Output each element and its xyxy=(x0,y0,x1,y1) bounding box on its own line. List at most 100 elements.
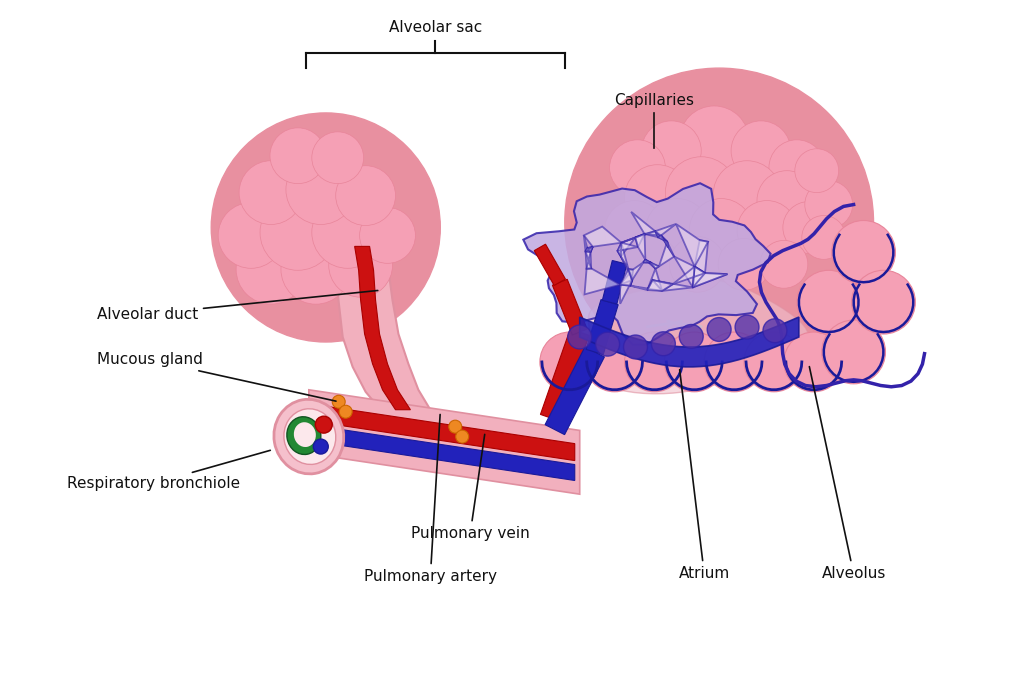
Circle shape xyxy=(831,220,895,284)
Circle shape xyxy=(237,235,306,304)
Polygon shape xyxy=(541,329,589,421)
Polygon shape xyxy=(655,231,668,242)
Circle shape xyxy=(260,194,336,270)
Circle shape xyxy=(718,239,770,291)
Polygon shape xyxy=(586,247,593,252)
Polygon shape xyxy=(311,404,574,460)
Polygon shape xyxy=(331,244,430,410)
Circle shape xyxy=(666,157,737,228)
Polygon shape xyxy=(662,235,674,256)
Circle shape xyxy=(565,68,873,377)
Polygon shape xyxy=(658,242,674,267)
Circle shape xyxy=(315,416,332,433)
Polygon shape xyxy=(580,317,799,367)
Circle shape xyxy=(336,166,395,226)
Circle shape xyxy=(797,270,860,334)
Text: Mucous gland: Mucous gland xyxy=(96,353,336,401)
Circle shape xyxy=(735,315,759,339)
Polygon shape xyxy=(673,267,705,287)
Circle shape xyxy=(763,318,786,342)
Circle shape xyxy=(760,241,808,288)
Polygon shape xyxy=(693,267,727,287)
Circle shape xyxy=(852,270,915,334)
Circle shape xyxy=(802,216,846,259)
Circle shape xyxy=(281,235,350,304)
Circle shape xyxy=(540,332,600,391)
Circle shape xyxy=(689,198,753,263)
Circle shape xyxy=(270,128,326,183)
Polygon shape xyxy=(589,280,809,394)
Polygon shape xyxy=(552,280,587,335)
Circle shape xyxy=(332,396,345,409)
Circle shape xyxy=(783,202,835,253)
Circle shape xyxy=(596,332,620,356)
Circle shape xyxy=(679,106,749,176)
Circle shape xyxy=(359,207,416,263)
Text: Alveolus: Alveolus xyxy=(809,367,886,581)
Circle shape xyxy=(218,203,284,268)
Polygon shape xyxy=(311,425,574,481)
Polygon shape xyxy=(617,243,629,269)
Text: Pulmonary vein: Pulmonary vein xyxy=(411,434,529,542)
Polygon shape xyxy=(635,234,645,260)
Polygon shape xyxy=(649,263,658,269)
Circle shape xyxy=(609,140,666,196)
Circle shape xyxy=(737,201,797,261)
Circle shape xyxy=(624,237,679,292)
Ellipse shape xyxy=(284,409,336,464)
Circle shape xyxy=(567,325,592,349)
Polygon shape xyxy=(354,246,411,410)
Polygon shape xyxy=(652,280,693,291)
Circle shape xyxy=(585,332,644,391)
Polygon shape xyxy=(584,226,622,247)
Polygon shape xyxy=(621,256,633,280)
Circle shape xyxy=(784,332,844,391)
Polygon shape xyxy=(586,252,591,269)
Polygon shape xyxy=(617,237,635,256)
Circle shape xyxy=(329,233,392,297)
Circle shape xyxy=(625,332,684,391)
Circle shape xyxy=(769,140,824,196)
Polygon shape xyxy=(621,269,633,286)
Ellipse shape xyxy=(287,417,321,454)
Polygon shape xyxy=(647,280,673,291)
Polygon shape xyxy=(309,390,580,494)
Polygon shape xyxy=(635,231,658,237)
Circle shape xyxy=(211,113,440,342)
Circle shape xyxy=(665,332,724,391)
Polygon shape xyxy=(617,243,638,256)
Polygon shape xyxy=(584,235,593,252)
Text: Alveolar duct: Alveolar duct xyxy=(96,291,378,322)
Circle shape xyxy=(339,405,352,418)
Text: Alveolar sac: Alveolar sac xyxy=(389,20,482,35)
Text: Capillaries: Capillaries xyxy=(614,93,694,108)
Circle shape xyxy=(731,121,791,181)
Circle shape xyxy=(705,332,764,391)
Circle shape xyxy=(651,331,676,356)
Polygon shape xyxy=(643,260,651,263)
Circle shape xyxy=(624,335,647,359)
Polygon shape xyxy=(674,256,705,287)
Circle shape xyxy=(625,165,690,231)
Polygon shape xyxy=(658,235,669,248)
Circle shape xyxy=(708,318,731,342)
Polygon shape xyxy=(621,280,632,303)
Circle shape xyxy=(821,320,886,384)
Text: Atrium: Atrium xyxy=(679,370,730,581)
Polygon shape xyxy=(647,269,663,291)
Circle shape xyxy=(313,439,329,454)
Circle shape xyxy=(604,201,665,261)
Polygon shape xyxy=(630,280,663,291)
Polygon shape xyxy=(586,252,591,269)
Text: Pulmonary artery: Pulmonary artery xyxy=(364,415,497,584)
Circle shape xyxy=(805,181,853,228)
Circle shape xyxy=(679,325,703,349)
Polygon shape xyxy=(631,212,655,237)
Polygon shape xyxy=(602,261,627,304)
Circle shape xyxy=(645,198,710,263)
Circle shape xyxy=(312,132,364,183)
Circle shape xyxy=(713,161,781,228)
Ellipse shape xyxy=(294,422,315,447)
Polygon shape xyxy=(535,244,565,286)
Polygon shape xyxy=(643,260,651,263)
